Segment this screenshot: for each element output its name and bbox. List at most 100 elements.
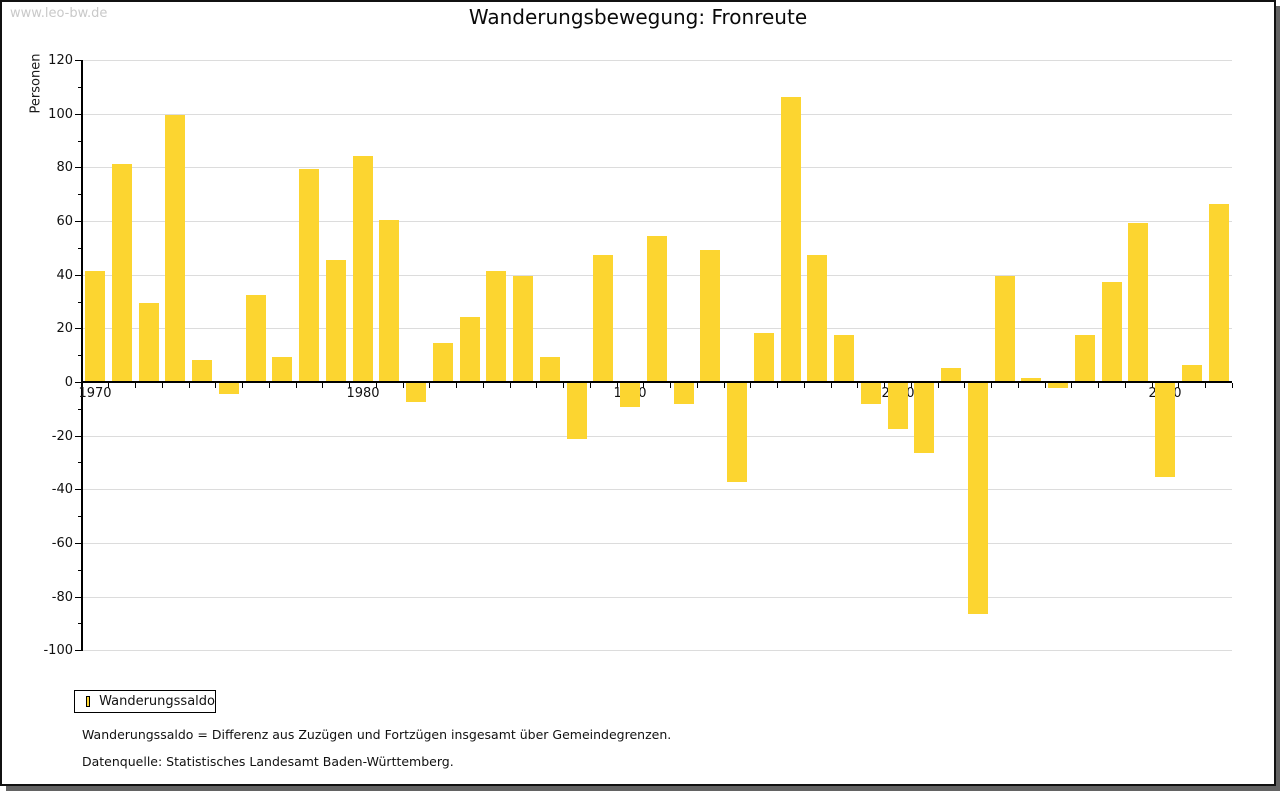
bar-1998 (834, 335, 854, 382)
x-tick (536, 383, 537, 388)
x-tick (938, 383, 939, 388)
y-tick-label: -100 (43, 643, 73, 658)
x-tick (483, 383, 484, 388)
x-tick (804, 383, 805, 388)
x-tick (697, 383, 698, 388)
y-minor-tick (78, 194, 82, 195)
x-tick (1232, 383, 1233, 388)
x-tick (510, 383, 511, 388)
bar-1985 (486, 270, 506, 381)
x-tick (162, 383, 163, 388)
gridline (82, 114, 1232, 115)
bar-2000 (888, 383, 908, 429)
x-tick (242, 383, 243, 388)
y-tick-label: 80 (56, 160, 73, 175)
legend-swatch-icon (86, 696, 91, 707)
legend-box: Wanderungssaldo (74, 690, 216, 713)
y-major-tick (75, 167, 82, 168)
definition-note: Wanderungssaldo = Differenz aus Zuzügen … (82, 727, 672, 742)
x-tick (269, 383, 270, 388)
x-tick (750, 383, 751, 388)
x-tick (1152, 383, 1153, 388)
y-major-tick (75, 60, 82, 61)
bar-1986 (513, 276, 533, 382)
y-tick-label: 20 (56, 321, 73, 336)
bar-2002 (941, 367, 961, 381)
x-tick (189, 383, 190, 388)
bar-1984 (460, 316, 480, 381)
y-tick-label: -80 (51, 590, 73, 605)
y-minor-tick (78, 516, 82, 517)
gridline (82, 650, 1232, 651)
legend-label: Wanderungssaldo (99, 694, 215, 709)
x-tick (670, 383, 671, 388)
x-tick (322, 383, 323, 388)
y-major-tick (75, 650, 82, 651)
y-minor-tick (78, 570, 82, 571)
bar-1996 (781, 96, 801, 381)
y-minor-tick (78, 355, 82, 356)
x-tick (1045, 383, 1046, 388)
x-tick (429, 383, 430, 388)
y-tick-label: 100 (48, 107, 73, 122)
y-tick-label: -60 (51, 536, 73, 551)
bar-1987 (540, 356, 560, 381)
y-minor-tick (78, 462, 82, 463)
x-tick (884, 383, 885, 388)
x-tick (991, 383, 992, 388)
bar-2008 (1102, 281, 1122, 381)
y-tick-label: 120 (48, 53, 73, 68)
bar-1974 (192, 359, 212, 381)
bar-1977 (272, 356, 292, 381)
window-shadow-bottom (6, 786, 1280, 791)
bar-2009 (1128, 222, 1148, 381)
x-tick (1205, 383, 1206, 388)
x-tick (135, 383, 136, 388)
x-tick (911, 383, 912, 388)
window-shadow-right (1276, 6, 1280, 791)
bar-1980 (353, 155, 373, 381)
bar-2007 (1075, 335, 1095, 382)
bar-1971 (112, 163, 132, 381)
y-tick-label: 0 (64, 375, 73, 390)
bar-2001 (914, 383, 934, 453)
gridline (82, 543, 1232, 544)
x-tick (108, 383, 109, 388)
y-major-tick (75, 382, 82, 383)
gridline (82, 167, 1232, 168)
bar-1993 (700, 249, 720, 381)
bar-1989 (593, 254, 613, 381)
bar-1976 (246, 295, 266, 382)
x-tick (857, 383, 858, 388)
bar-1994 (727, 383, 747, 482)
x-tick-label: 1970 (78, 386, 112, 401)
y-major-tick (75, 489, 82, 490)
bar-2011 (1182, 364, 1202, 381)
x-tick (1098, 383, 1099, 388)
bar-2010 (1155, 383, 1175, 477)
bar-1982 (406, 383, 426, 402)
x-tick (617, 383, 618, 388)
y-minor-tick (78, 623, 82, 624)
y-major-tick (75, 114, 82, 115)
chart-title: Wanderungsbewegung: Fronreute (468, 5, 808, 29)
bar-1970 (85, 270, 105, 381)
x-tick (1125, 383, 1126, 388)
gridline (82, 60, 1232, 61)
x-tick (349, 383, 350, 388)
bar-1991 (647, 236, 667, 382)
bar-1999 (861, 383, 881, 404)
x-tick (403, 383, 404, 388)
bar-2003 (968, 383, 988, 614)
bar-1972 (139, 303, 159, 382)
y-tick-label: 60 (56, 214, 73, 229)
bar-1988 (567, 383, 587, 439)
bar-1973 (165, 115, 185, 382)
gridline (82, 597, 1232, 598)
x-tick (215, 383, 216, 388)
bar-1981 (379, 220, 399, 381)
bar-2004 (995, 276, 1015, 382)
x-tick (1018, 383, 1019, 388)
bar-1983 (433, 343, 453, 382)
source-note: Datenquelle: Statistisches Landesamt Bad… (82, 754, 454, 769)
